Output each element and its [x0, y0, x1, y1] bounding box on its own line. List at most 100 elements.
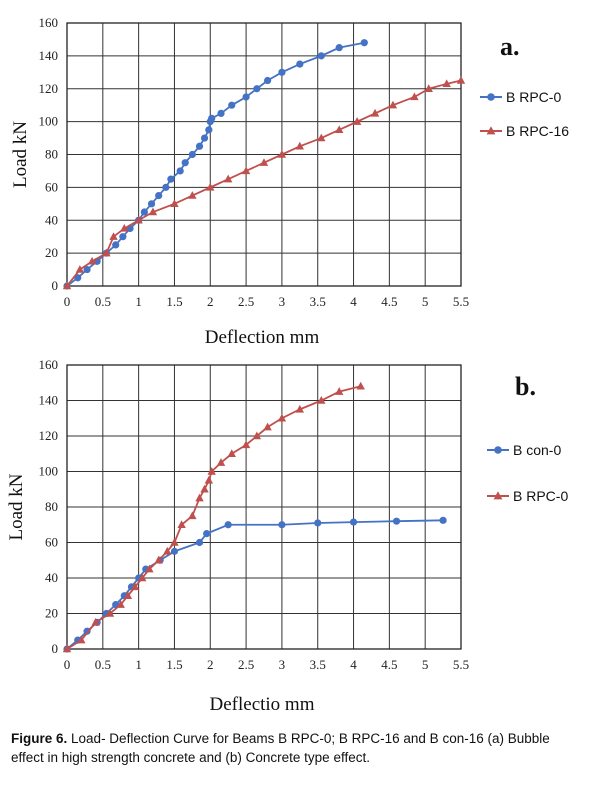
data-point [352, 117, 362, 125]
data-point [105, 609, 115, 617]
data-point [170, 538, 179, 546]
data-point [206, 182, 215, 191]
y-tick-label: 160 [39, 15, 59, 30]
y-tick-label: 160 [39, 357, 59, 372]
chart-a: 0 0.5 1 1.5 2 2.5 3 3.5 4 4.5 5 5.5 0 20 40 60 80 100 120 1… [10, 15, 569, 348]
data-point [263, 422, 272, 431]
series-line [66, 385, 361, 650]
x-tick-label: 3.5 [310, 294, 326, 309]
data-point [410, 92, 419, 101]
data-point [181, 159, 189, 167]
data-point [208, 114, 216, 122]
data-point [102, 248, 111, 257]
y-tick-label: 20 [45, 606, 58, 621]
y-tick-label: 100 [39, 114, 59, 129]
x-tick-label: 5 [422, 294, 429, 309]
series-line [66, 41, 365, 287]
data-point [223, 174, 233, 183]
data-point [138, 573, 147, 582]
data-point [176, 167, 184, 175]
gridlines [66, 364, 462, 650]
x-tick-label: 3.5 [310, 657, 326, 672]
data-point [203, 530, 211, 538]
data-point [259, 158, 269, 166]
x-tick-label: 4 [350, 657, 357, 672]
y-tick-label: 0 [52, 641, 59, 656]
data-point [120, 223, 129, 232]
chart-b: 0 0.5 1 1.5 2 2.5 3 3.5 4 4.5 5 5.5 0 20 40 60 80 100 120 1… [6, 357, 568, 715]
data-point [140, 208, 148, 216]
legend-label: B RPC-16 [506, 123, 569, 139]
data-point [188, 150, 196, 159]
gridlines [66, 22, 462, 287]
data-point [148, 207, 158, 216]
caption-label: Figure 6. [11, 731, 68, 746]
data-point [112, 241, 120, 249]
series-b-rpc-0 [62, 381, 365, 653]
plot-area-border [66, 22, 462, 287]
y-tick-label: 40 [45, 570, 58, 585]
x-tick-label: 5.5 [453, 294, 469, 309]
data-point [242, 93, 250, 101]
y-tick-label: 120 [39, 81, 59, 96]
x-tick-label: 0.5 [95, 657, 111, 672]
y-tick-label: 120 [39, 428, 59, 443]
data-point [317, 396, 326, 404]
x-tick-label: 2.5 [238, 657, 254, 672]
data-point [195, 142, 204, 150]
x-tick-label: 1 [135, 294, 142, 309]
figure-caption: Figure 6. Load- Deflection Curve for Bea… [11, 729, 579, 767]
series-line [66, 79, 462, 287]
y-tick-label: 20 [45, 245, 58, 260]
legend-marker [486, 126, 496, 135]
data-point [442, 79, 451, 88]
x-tick-label: 2.5 [238, 294, 254, 309]
data-point [456, 76, 466, 84]
data-point [155, 191, 163, 200]
data-point [75, 265, 85, 273]
data-point [91, 617, 100, 626]
data-point [317, 133, 326, 142]
data-point [424, 84, 433, 92]
y-axis-title: Load kN [10, 121, 31, 188]
data-point [335, 387, 344, 395]
x-tick-label: 4.5 [381, 657, 397, 672]
data-point [314, 519, 322, 527]
data-point [170, 199, 179, 208]
data-point [335, 44, 343, 52]
data-point [134, 215, 143, 224]
legend-label: B RPC-0 [513, 488, 568, 504]
x-tick-label: 1.5 [166, 294, 182, 309]
data-point [195, 493, 204, 502]
legend-entry: B RPC-0 [487, 488, 568, 504]
x-tick-label: 5 [422, 657, 429, 672]
x-axis-title: Deflectio mm [210, 694, 315, 715]
data-point [207, 467, 216, 475]
y-tick-label: 80 [45, 499, 58, 514]
data-point [147, 200, 156, 208]
legend-label: B con-0 [513, 442, 561, 458]
data-point [277, 150, 287, 158]
data-point [216, 458, 226, 466]
data-point [188, 191, 197, 199]
y-tick-label: 100 [39, 464, 59, 479]
x-tick-label: 0.5 [95, 294, 111, 309]
legend-entry: B RPC-0 [480, 89, 561, 105]
data-point [77, 635, 86, 644]
x-tick-label: 4 [350, 294, 357, 309]
x-tick-label: 4.5 [381, 294, 397, 309]
data-point [277, 413, 287, 422]
legend-label: B RPC-0 [506, 89, 561, 105]
data-point [296, 60, 304, 68]
data-point [177, 520, 186, 528]
data-point [109, 232, 118, 240]
data-point [295, 141, 305, 150]
plot-area-border [66, 364, 462, 650]
data-point [116, 600, 125, 608]
data-point [317, 52, 325, 60]
x-tick-label: 0 [64, 294, 71, 309]
y-tick-label: 140 [39, 48, 59, 63]
data-point [252, 431, 262, 440]
legend-marker [494, 446, 502, 454]
